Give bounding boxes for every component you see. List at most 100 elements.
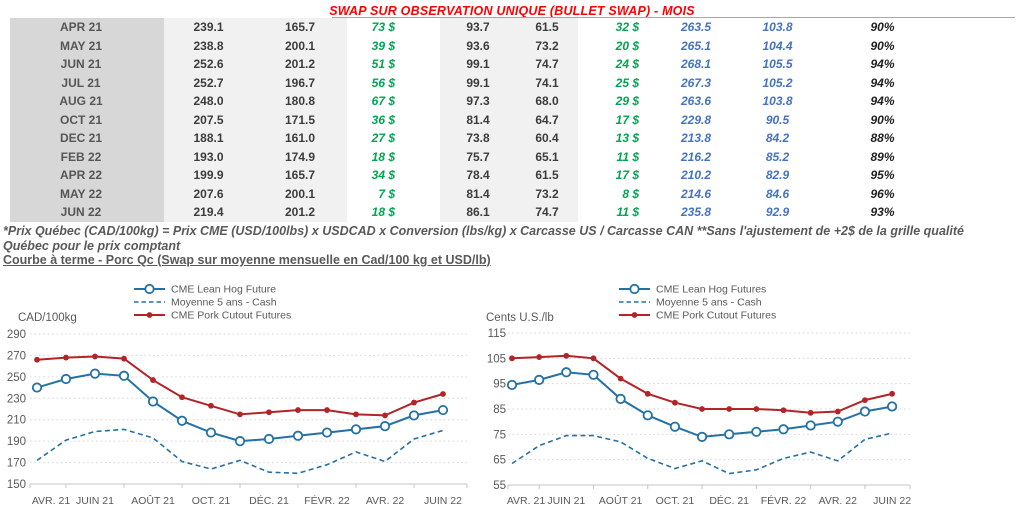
footnote: *Prix Québec (CAD/100kg) = Prix CME (USD… <box>3 224 1019 253</box>
table-cell: 8 $ <box>622 186 639 201</box>
table-cell: 89% <box>870 149 895 164</box>
marker-open-circle <box>205 427 217 438</box>
series-moyenne-5-ans-cash <box>511 432 893 475</box>
marker-dot <box>63 354 69 361</box>
table-cell: 216.2 <box>680 149 712 164</box>
legend-item: CME Pork Cutout Futures <box>134 310 291 322</box>
marker-open-circle <box>615 393 626 404</box>
marker-open-circle <box>859 406 871 417</box>
table-cell: 81.4 <box>440 184 516 204</box>
table-row: OCT 21 207.5 171.5 36 $ 81.4 64.7 17 $ 229.8 90.… <box>10 110 940 130</box>
table-cell: 95% <box>870 168 895 183</box>
table-cell-month: APR 22 <box>10 166 164 185</box>
table-cell: 263.6 <box>680 94 712 109</box>
marker-dot <box>509 355 515 362</box>
legend-item: Moyenne 5 ans - Cash <box>619 297 762 309</box>
marker-dot <box>382 412 388 419</box>
series-cme-lean-hog-future <box>31 368 449 447</box>
table-cell: 93.7 <box>440 18 516 37</box>
table-cell-spacer <box>421 111 440 130</box>
table-cell-month: FEB 22 <box>10 147 164 167</box>
y-tick-label: 230 <box>7 393 26 405</box>
marker-dot <box>92 353 98 360</box>
table-cell: 105.5 <box>762 57 793 72</box>
marker-open-circle <box>118 370 130 381</box>
table-cell-month: JUN 22 <box>10 203 164 223</box>
table-cell: 74.7 <box>516 55 578 74</box>
legend-label: Moyenne 5 ans - Cash <box>171 297 277 309</box>
table-cell: 64.7 <box>516 110 578 130</box>
chart-cents-us-per-lb: Cents U.S./lb 115 105 95 85 75 65 55 AVR. 21 JUIN… <box>478 270 1024 521</box>
table-cell: 17 $ <box>615 112 639 127</box>
table-cell: 238.8 <box>164 36 253 56</box>
table-cell: 200.1 <box>253 184 347 204</box>
table-cell-month: JUN 21 <box>10 55 164 74</box>
legend-label: CME Lean Hog Futures <box>656 284 766 296</box>
table-cell: 252.6 <box>164 55 253 74</box>
x-tick-label: DÉC. 21 <box>249 494 289 507</box>
table-cell: 13 $ <box>615 131 639 146</box>
table-cell: 248.0 <box>164 92 253 111</box>
table-row: APR 21 239.1 165.7 73 $ 93.7 61.5 32 $ 263.5 103… <box>10 18 940 37</box>
x-tick-label: FÉVR. 22 <box>761 494 807 507</box>
marker-open-circle <box>588 369 599 380</box>
marker-open-circle <box>350 424 362 435</box>
table-cell: 94% <box>870 94 895 109</box>
table-cell: 219.4 <box>164 203 253 223</box>
marker-dot <box>780 407 787 414</box>
table-cell: 7 $ <box>378 186 395 201</box>
table-cell-month: OCT 21 <box>10 110 164 130</box>
y-tick-label: 95 <box>493 379 506 391</box>
table-cell: 188.1 <box>164 129 253 148</box>
table-cell: 56 $ <box>371 75 395 90</box>
x-axis: AVR. 21 JUIN 21 AOÛT 21 OCT. 21 DÉC. 21 FÉVR.… <box>507 485 911 507</box>
table-cell: 81.4 <box>440 110 516 130</box>
table-cell-month: MAY 22 <box>10 184 164 204</box>
x-tick-label: JUIN 21 <box>547 495 585 507</box>
table-cell-spacer <box>421 148 440 167</box>
marker-open-circle <box>437 404 449 416</box>
table-cell: 171.5 <box>253 110 347 130</box>
table-cell: 93% <box>870 205 895 220</box>
marker-dot <box>617 375 624 382</box>
y-tick-label: 250 <box>7 372 26 384</box>
marker-open-circle <box>292 430 304 441</box>
marker-open-circle <box>534 374 545 385</box>
table-cell: 213.8 <box>680 131 712 146</box>
marker-open-circle <box>805 420 816 431</box>
table-cell: 99.1 <box>440 55 516 74</box>
table-cell: 84.6 <box>765 186 790 201</box>
table-cell: 36 $ <box>371 112 395 127</box>
page-title: SWAP SUR OBSERVATION UNIQUE (BULLET SWAP… <box>329 4 695 18</box>
table-cell: 74.7 <box>516 203 578 223</box>
marker-open-circle <box>89 368 101 379</box>
marker-open-circle <box>31 382 43 393</box>
footnote-line-1: *Prix Québec (CAD/100kg) = Prix CME (USD… <box>3 224 964 238</box>
table-cell: 73.2 <box>516 36 578 56</box>
marker-dot <box>644 390 651 397</box>
table-row: DEC 21 188.1 161.0 27 $ 73.8 60.4 13 $ 213.8 84.… <box>10 129 940 148</box>
legend-item: CME Pork Cutout Futures <box>619 310 776 322</box>
y-tick-label: 270 <box>7 350 26 362</box>
marker-dot <box>536 354 543 360</box>
table-cell: 199.9 <box>164 166 253 185</box>
x-tick-label: AOÛT 21 <box>131 494 175 507</box>
series-cme-pork-cutout-futures <box>34 353 446 419</box>
series-line <box>36 355 444 417</box>
table-cell: 180.8 <box>253 92 347 111</box>
table-cell-month: DEC 21 <box>10 129 164 148</box>
marker-dot <box>440 391 446 397</box>
table-cell: 51 $ <box>371 57 395 72</box>
table-cell-month: AUG 21 <box>10 92 164 111</box>
table-cell: 94% <box>870 57 895 72</box>
y-axis-unit-label: Cents U.S./lb <box>486 312 554 324</box>
x-tick-label: OCT. 21 <box>656 495 695 507</box>
marker-dot <box>34 356 40 363</box>
legend-label: CME Pork Cutout Futures <box>171 310 291 322</box>
marker-open-circle <box>506 379 518 391</box>
legend-label: Moyenne 5 ans - Cash <box>656 297 762 309</box>
marker-dot <box>324 407 330 413</box>
table-row: JUN 22 219.4 201.2 18 $ 86.1 74.7 11 $ 235.8 92.… <box>10 203 940 223</box>
y-tick-label: 210 <box>7 415 26 427</box>
